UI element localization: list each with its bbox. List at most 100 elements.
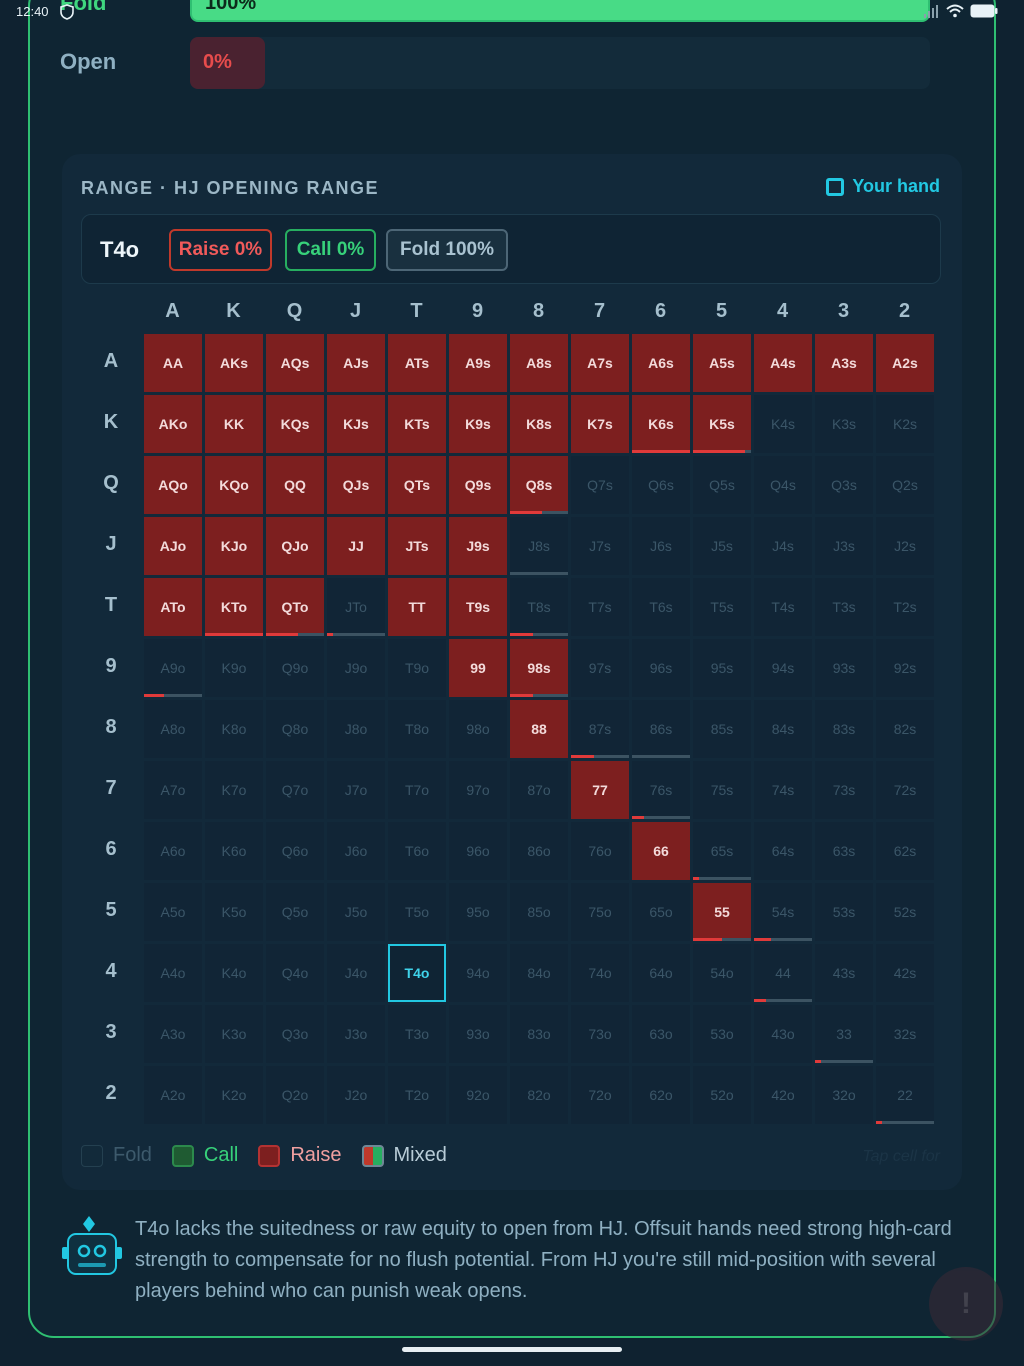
hand-cell-T2o[interactable]: T2o	[388, 1066, 446, 1124]
hand-cell-64s[interactable]: 64s	[754, 822, 812, 880]
hand-cell-Q6s[interactable]: Q6s	[632, 456, 690, 514]
hand-cell-J9o[interactable]: J9o	[327, 639, 385, 697]
hand-cell-T4s[interactable]: T4s	[754, 578, 812, 636]
hand-cell-T6o[interactable]: T6o	[388, 822, 446, 880]
hand-cell-98s[interactable]: 98s	[510, 639, 568, 697]
hand-cell-86o[interactable]: 86o	[510, 822, 568, 880]
hand-cell-K3s[interactable]: K3s	[815, 395, 873, 453]
hand-cell-76s[interactable]: 76s	[632, 761, 690, 819]
hand-cell-73s[interactable]: 73s	[815, 761, 873, 819]
hand-cell-92s[interactable]: 92s	[876, 639, 934, 697]
hand-cell-J8s[interactable]: J8s	[510, 517, 568, 575]
hand-cell-A7o[interactable]: A7o	[144, 761, 202, 819]
hand-cell-94o[interactable]: 94o	[449, 944, 507, 1002]
hand-cell-QTo[interactable]: QTo	[266, 578, 324, 636]
hand-cell-J9s[interactable]: J9s	[449, 517, 507, 575]
hand-cell-82o[interactable]: 82o	[510, 1066, 568, 1124]
hand-cell-J2o[interactable]: J2o	[327, 1066, 385, 1124]
hand-cell-99[interactable]: 99	[449, 639, 507, 697]
hand-cell-KJs[interactable]: KJs	[327, 395, 385, 453]
hand-cell-42o[interactable]: 42o	[754, 1066, 812, 1124]
hand-cell-64o[interactable]: 64o	[632, 944, 690, 1002]
hand-cell-A5s[interactable]: A5s	[693, 334, 751, 392]
hand-cell-AA[interactable]: AA	[144, 334, 202, 392]
hand-cell-Q8o[interactable]: Q8o	[266, 700, 324, 758]
hand-cell-AQs[interactable]: AQs	[266, 334, 324, 392]
hand-cell-33[interactable]: 33	[815, 1005, 873, 1063]
hand-cell-J4o[interactable]: J4o	[327, 944, 385, 1002]
hand-cell-K8s[interactable]: K8s	[510, 395, 568, 453]
hand-cell-J5o[interactable]: J5o	[327, 883, 385, 941]
hand-cell-55[interactable]: 55	[693, 883, 751, 941]
hand-cell-KK[interactable]: KK	[205, 395, 263, 453]
hand-cell-J4s[interactable]: J4s	[754, 517, 812, 575]
hand-cell-QTs[interactable]: QTs	[388, 456, 446, 514]
hand-cell-96o[interactable]: 96o	[449, 822, 507, 880]
hand-cell-52o[interactable]: 52o	[693, 1066, 751, 1124]
hand-cell-K7s[interactable]: K7s	[571, 395, 629, 453]
hand-cell-Q3o[interactable]: Q3o	[266, 1005, 324, 1063]
hand-cell-A8s[interactable]: A8s	[510, 334, 568, 392]
hand-cell-ATs[interactable]: ATs	[388, 334, 446, 392]
hand-cell-74o[interactable]: 74o	[571, 944, 629, 1002]
hand-cell-T2s[interactable]: T2s	[876, 578, 934, 636]
hand-cell-T8s[interactable]: T8s	[510, 578, 568, 636]
hand-cell-T8o[interactable]: T8o	[388, 700, 446, 758]
hand-cell-QQ[interactable]: QQ	[266, 456, 324, 514]
hand-cell-AQo[interactable]: AQo	[144, 456, 202, 514]
hand-cell-A4o[interactable]: A4o	[144, 944, 202, 1002]
hand-cell-85s[interactable]: 85s	[693, 700, 751, 758]
hand-cell-32o[interactable]: 32o	[815, 1066, 873, 1124]
hand-cell-T7o[interactable]: T7o	[388, 761, 446, 819]
hand-cell-87o[interactable]: 87o	[510, 761, 568, 819]
hand-cell-K6s[interactable]: K6s	[632, 395, 690, 453]
hand-cell-Q4o[interactable]: Q4o	[266, 944, 324, 1002]
hand-cell-Q9s[interactable]: Q9s	[449, 456, 507, 514]
home-indicator[interactable]	[402, 1347, 622, 1352]
your-hand-toggle[interactable]: Your hand	[826, 176, 940, 197]
hand-cell-T3o[interactable]: T3o	[388, 1005, 446, 1063]
hand-cell-AKs[interactable]: AKs	[205, 334, 263, 392]
hand-cell-77[interactable]: 77	[571, 761, 629, 819]
hand-cell-83s[interactable]: 83s	[815, 700, 873, 758]
hand-cell-KJo[interactable]: KJo	[205, 517, 263, 575]
hand-cell-A9o[interactable]: A9o	[144, 639, 202, 697]
hand-cell-K5o[interactable]: K5o	[205, 883, 263, 941]
hand-cell-53s[interactable]: 53s	[815, 883, 873, 941]
hand-cell-J8o[interactable]: J8o	[327, 700, 385, 758]
hand-cell-95s[interactable]: 95s	[693, 639, 751, 697]
hand-cell-A6s[interactable]: A6s	[632, 334, 690, 392]
hand-cell-T5s[interactable]: T5s	[693, 578, 751, 636]
hand-cell-Q2o[interactable]: Q2o	[266, 1066, 324, 1124]
hand-cell-52s[interactable]: 52s	[876, 883, 934, 941]
hand-cell-63s[interactable]: 63s	[815, 822, 873, 880]
hand-cell-82s[interactable]: 82s	[876, 700, 934, 758]
hand-cell-94s[interactable]: 94s	[754, 639, 812, 697]
hand-cell-72s[interactable]: 72s	[876, 761, 934, 819]
hand-cell-Q2s[interactable]: Q2s	[876, 456, 934, 514]
hand-cell-K9s[interactable]: K9s	[449, 395, 507, 453]
hand-cell-T3s[interactable]: T3s	[815, 578, 873, 636]
hand-cell-Q9o[interactable]: Q9o	[266, 639, 324, 697]
hand-cell-65s[interactable]: 65s	[693, 822, 751, 880]
hand-cell-J3o[interactable]: J3o	[327, 1005, 385, 1063]
hand-cell-97s[interactable]: 97s	[571, 639, 629, 697]
hand-cell-54o[interactable]: 54o	[693, 944, 751, 1002]
hand-cell-AJs[interactable]: AJs	[327, 334, 385, 392]
hand-cell-A6o[interactable]: A6o	[144, 822, 202, 880]
hand-cell-J7o[interactable]: J7o	[327, 761, 385, 819]
hand-cell-A3s[interactable]: A3s	[815, 334, 873, 392]
hand-cell-Q8s[interactable]: Q8s	[510, 456, 568, 514]
hand-cell-K8o[interactable]: K8o	[205, 700, 263, 758]
hand-cell-JJ[interactable]: JJ	[327, 517, 385, 575]
hand-cell-Q4s[interactable]: Q4s	[754, 456, 812, 514]
hand-cell-K2s[interactable]: K2s	[876, 395, 934, 453]
hand-cell-32s[interactable]: 32s	[876, 1005, 934, 1063]
hand-cell-Q7o[interactable]: Q7o	[266, 761, 324, 819]
hand-cell-93o[interactable]: 93o	[449, 1005, 507, 1063]
hand-cell-93s[interactable]: 93s	[815, 639, 873, 697]
hand-cell-AKo[interactable]: AKo	[144, 395, 202, 453]
hand-cell-A8o[interactable]: A8o	[144, 700, 202, 758]
hand-cell-43s[interactable]: 43s	[815, 944, 873, 1002]
hand-cell-K3o[interactable]: K3o	[205, 1005, 263, 1063]
